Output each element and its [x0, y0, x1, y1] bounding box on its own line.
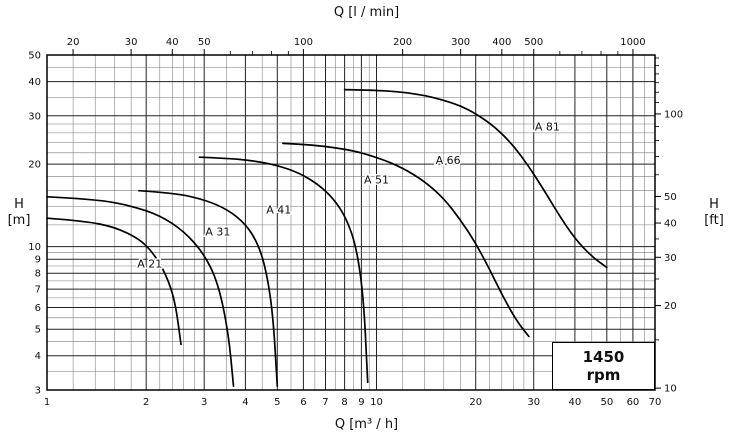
curve-label-a-41: A 41 — [266, 204, 291, 217]
svg-text:20: 20 — [28, 160, 41, 171]
svg-text:50: 50 — [600, 397, 613, 408]
top-axis-title: Q [l / min] — [333, 5, 400, 20]
right-axis-title: H [ft] — [695, 197, 733, 229]
svg-text:20: 20 — [67, 37, 80, 48]
svg-text:50: 50 — [198, 37, 211, 48]
svg-text:2: 2 — [143, 397, 149, 408]
curve-a-51 — [198, 156, 369, 384]
svg-text:10: 10 — [664, 384, 677, 395]
curve-label-a-66: A 66 — [436, 154, 461, 167]
svg-text:300: 300 — [451, 37, 470, 48]
svg-text:9: 9 — [35, 255, 41, 266]
svg-text:100: 100 — [294, 37, 313, 48]
svg-text:50: 50 — [664, 192, 677, 203]
svg-text:30: 30 — [527, 397, 540, 408]
curve-a-66 — [282, 142, 530, 338]
svg-text:400: 400 — [492, 37, 511, 48]
curve-label-a-31: A 31 — [205, 225, 230, 238]
curve-a-41 — [138, 189, 279, 387]
curve-label-a-81: A 81 — [535, 121, 560, 134]
svg-text:8: 8 — [341, 397, 347, 408]
curve-a-31 — [46, 195, 235, 387]
svg-text:7: 7 — [322, 397, 328, 408]
svg-text:8: 8 — [35, 269, 41, 280]
svg-text:40: 40 — [569, 397, 582, 408]
svg-text:6: 6 — [35, 303, 41, 314]
right-axis-title-line2: [ft] — [704, 213, 724, 228]
svg-text:40: 40 — [166, 37, 179, 48]
svg-text:5: 5 — [274, 397, 280, 408]
svg-text:20: 20 — [664, 301, 677, 312]
svg-text:4: 4 — [242, 397, 248, 408]
bottom-axis-title: Q [m³ / h] — [334, 417, 399, 432]
svg-text:30: 30 — [28, 111, 41, 122]
svg-text:30: 30 — [664, 253, 677, 264]
left-axis-title-line1: H — [14, 197, 24, 212]
rpm-value: 1450 — [582, 348, 625, 366]
svg-text:3: 3 — [35, 386, 41, 397]
curve-label-a-51: A 51 — [364, 173, 389, 186]
svg-text:6: 6 — [300, 397, 306, 408]
right-axis-title-line1: H — [709, 197, 719, 212]
svg-text:10: 10 — [28, 242, 41, 253]
rpm-unit: rpm — [586, 366, 621, 384]
svg-text:60: 60 — [627, 397, 640, 408]
svg-text:4: 4 — [35, 351, 41, 362]
svg-text:100: 100 — [664, 109, 683, 120]
svg-text:9: 9 — [358, 397, 364, 408]
svg-text:30: 30 — [125, 37, 138, 48]
curve-a-81 — [343, 88, 608, 269]
svg-text:500: 500 — [524, 37, 543, 48]
svg-text:200: 200 — [393, 37, 412, 48]
svg-text:20: 20 — [469, 397, 482, 408]
svg-text:40: 40 — [664, 219, 677, 230]
svg-text:5: 5 — [35, 325, 41, 336]
svg-text:1000: 1000 — [620, 37, 645, 48]
svg-text:3: 3 — [201, 397, 207, 408]
curve-a-21 — [46, 217, 182, 346]
rpm-annotation-box: 1450 rpm — [552, 342, 655, 390]
left-axis-title-line2: [m] — [7, 213, 31, 228]
svg-text:50: 50 — [28, 51, 41, 62]
left-axis-title: H [m] — [0, 197, 38, 229]
svg-text:7: 7 — [35, 285, 41, 296]
svg-text:1: 1 — [44, 397, 50, 408]
curve-label-a-21: A 21 — [137, 257, 162, 270]
svg-text:10: 10 — [370, 397, 383, 408]
svg-text:70: 70 — [649, 397, 662, 408]
svg-text:40: 40 — [28, 77, 41, 88]
